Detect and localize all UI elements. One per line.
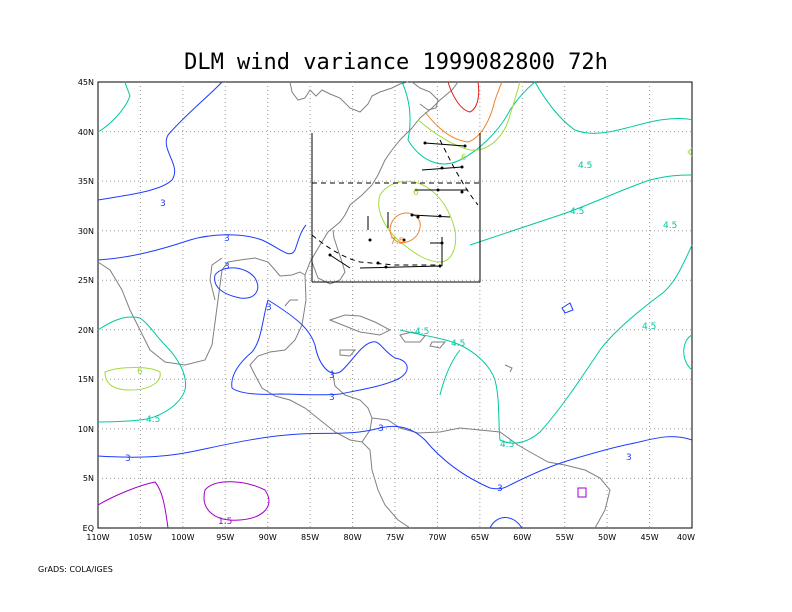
lon-label: 80W [344,533,362,542]
forecast-box [311,133,481,283]
contour-label-3: 3 [626,453,632,463]
contour-4-5-h [439,349,461,396]
grid [98,82,692,528]
lat-label: 20N [78,326,94,335]
contour-4-5-d [534,81,693,134]
contour-3-f [509,436,693,486]
contour-label-4-5: 4.5 [642,322,656,332]
lon-label: 50W [598,533,616,542]
lon-label: 105W [129,533,152,542]
contour-label-3: 3 [329,371,335,381]
contour-label-3: 3 [224,234,230,244]
coastlines [97,81,611,529]
contour-label-4-5: 4.5 [500,440,514,450]
contour-label-6: 6 [413,188,419,198]
contour-9-a [447,81,480,113]
contour-label-3: 3 [329,393,335,403]
contour-label-7-5: 7.5 [390,237,404,247]
contour-1-5-a [97,481,169,529]
contour-4-5-f [399,244,693,444]
lat-axis-labels: EQ 5N 10N 15N 20N 25N 30N 35N 40N 45N [78,78,94,533]
contour-1-5-b [203,481,270,521]
contour-label-1-5: 1.5 [218,517,232,527]
lat-label: 5N [83,474,94,483]
lon-axis-labels: 110W 105W 100W 95W 90W 85W 80W 75W 70W 6… [86,533,695,542]
lat-label: 30N [78,227,94,236]
contour-6-a [104,367,161,391]
contours [97,81,693,529]
contour-4-5-e [469,174,693,246]
contour-label-4-5: 4.5 [415,327,429,337]
map-title: DLM wind variance 1999082800 72h [184,50,608,75]
lon-label: 90W [259,533,277,542]
contour-label-4-5: 4.5 [451,339,465,349]
contour-7-5-a [389,212,421,244]
contour-3-h [561,302,574,314]
footer-credit: GrADS: COLA/IGES [38,565,113,574]
lat-label: 25N [78,276,94,285]
contour-7-5-b [424,81,503,143]
lon-label: 100W [171,533,194,542]
contour-label-6: 6 [461,153,467,163]
lon-label: 75W [386,533,404,542]
lon-label: 110W [86,533,109,542]
lon-label: 95W [216,533,234,542]
contour-6-b [378,180,457,263]
lon-label: 85W [301,533,319,542]
contour-label-4-5: 4.5 [578,161,592,171]
contour-4-5-b [97,316,187,423]
lat-label: 10N [78,425,94,434]
lat-label: 15N [78,375,94,384]
contour-4-5-a [97,81,131,133]
lon-label: 60W [513,533,531,542]
contour-label-3: 3 [160,199,166,209]
map-frame [97,81,693,529]
lat-label: 45N [78,78,94,87]
contour-label-3: 3 [497,484,503,494]
lat-label: EQ [83,524,94,533]
contour-6-d [687,147,693,157]
contour-3-b [97,224,307,261]
contour-4-5-c [401,81,536,165]
contour-label-3: 3 [266,303,272,313]
lon-label: 40W [677,533,695,542]
contour-1-5-c [577,487,587,498]
contour-label-6: 6 [137,367,143,377]
contour-6-c [417,81,521,151]
contour-3-e [97,425,511,490]
contour-3-a [97,81,223,201]
contour-label-3: 3 [224,262,230,272]
lat-label: 40N [78,128,94,137]
lon-label: 65W [471,533,489,542]
contour-label-4-5: 4.5 [570,207,584,217]
track-points [328,141,467,269]
contour-label-3: 3 [125,454,131,464]
contour-3-d [231,299,408,396]
contour-label-3: 3 [378,424,384,434]
lat-label: 35N [78,177,94,186]
contour-3-g [489,517,523,529]
contour-label-4-5: 4.5 [663,221,677,231]
lon-label: 45W [641,533,659,542]
contour-label-4-5: 4.5 [146,415,160,425]
contour-labels: 3 3 3 3 3 3 3 3 3 3 1.5 4.5 4.5 4.5 4.5 … [125,153,677,527]
contour-3-c [214,267,259,299]
ensemble-tracks [329,142,468,269]
lon-label: 55W [556,533,574,542]
contour-4-5-g [683,334,693,371]
lon-label: 70W [428,533,446,542]
